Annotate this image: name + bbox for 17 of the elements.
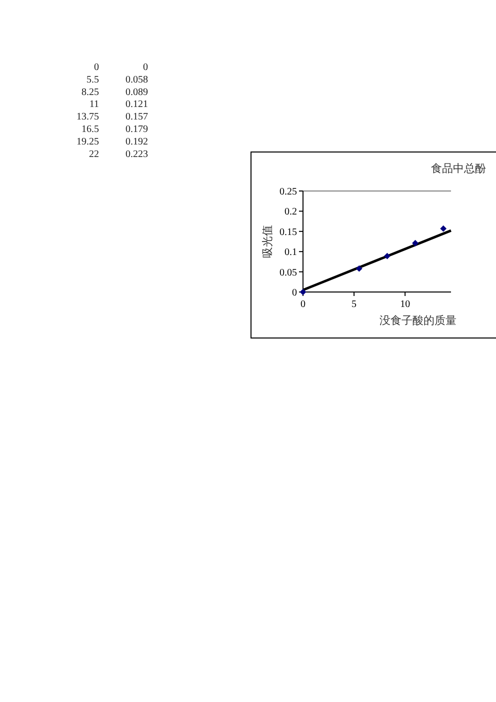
- y-tick-label: 0.05: [280, 267, 297, 278]
- y-tick-label: 0.2: [284, 206, 297, 218]
- point: [440, 225, 447, 232]
- point: [356, 265, 362, 272]
- x-axis-title: 没食子酸的质量: [380, 314, 456, 327]
- point: [384, 252, 390, 260]
- y-tick-label: 0.1: [284, 247, 297, 258]
- value-table: 0 0 5.5 0.058 8.25 0.089 11 0.121 13.75 0.157 16.5 0.179 19.25 0.192 22 0.223: [76, 62, 148, 160]
- x-tick-label: 10: [400, 299, 410, 310]
- y-tick-label: 0.25: [280, 186, 297, 198]
- y-tick-label: 0: [292, 288, 297, 298]
- point: [412, 240, 418, 246]
- x-tick-label: 0: [300, 299, 306, 310]
- y-axis-title: 吸光值: [261, 225, 274, 258]
- x-tick-label: 5: [352, 299, 357, 310]
- chart-title: 食品中总酚: [431, 162, 486, 175]
- y-tick-label: 0.15: [280, 226, 297, 238]
